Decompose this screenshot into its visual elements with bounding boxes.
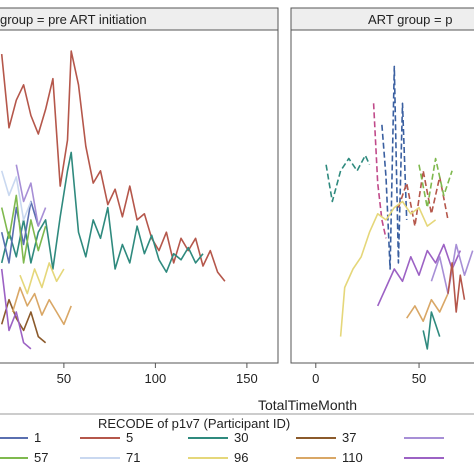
legend: RECODE of p1v7 (Participant ID) 1 5 30 37 57… xyxy=(0,413,474,465)
series-line-art-9 xyxy=(422,311,441,350)
panel-pre-art: group = pre ART initiation 50 100 150 xyxy=(0,7,279,386)
legend-label-1-2: 96 xyxy=(234,450,248,465)
legend-entries: 1 5 30 37 57 71 96 110 xyxy=(0,430,444,465)
panel-art: ART group = p 0 50 xyxy=(290,7,474,386)
legend-label-0-0: 1 xyxy=(34,430,41,445)
series-line-art-7 xyxy=(406,293,449,322)
panel-pre-art-series xyxy=(0,50,226,350)
x-axis-label: TotalTimeMonth xyxy=(258,397,357,413)
series-line-art-0 xyxy=(325,154,371,203)
panel-art-x-ticks: 0 50 xyxy=(312,363,426,386)
panel-art-title: ART group = p xyxy=(368,12,452,27)
legend-label-0-2: 30 xyxy=(234,430,248,445)
series-line-pre-art-4 xyxy=(0,170,32,221)
panel-art-plot-area xyxy=(290,29,474,364)
x-tick-label-art-1: 50 xyxy=(412,371,426,386)
series-line-pre-art-6 xyxy=(11,286,72,326)
series-line-art-10 xyxy=(447,262,466,313)
series-line-art-5 xyxy=(339,200,437,337)
legend-label-1-1: 71 xyxy=(126,450,140,465)
series-line-pre-art-8 xyxy=(0,268,32,350)
series-line-art-6 xyxy=(376,243,462,307)
x-tick-label-art-0: 0 xyxy=(312,371,319,386)
x-tick-label-pre-art-0: 50 xyxy=(57,371,71,386)
panel-pre-art-title: group = pre ART initiation xyxy=(0,12,147,27)
legend-label-0-1: 5 xyxy=(126,430,133,445)
legend-label-1-3: 110 xyxy=(342,450,363,465)
series-line-art-4 xyxy=(418,157,453,209)
series-line-art-1 xyxy=(381,65,408,270)
legend-title: RECODE of p1v7 (Participant ID) xyxy=(98,416,290,431)
x-tick-label-pre-art-1: 100 xyxy=(145,371,167,386)
x-tick-label-pre-art-2: 150 xyxy=(236,371,258,386)
series-line-pre-art-3 xyxy=(0,194,47,264)
panel-art-series xyxy=(325,65,474,350)
legend-label-1-0: 57 xyxy=(34,450,48,465)
series-line-art-2 xyxy=(372,103,387,239)
panel-pre-art-x-ticks: 50 100 150 xyxy=(57,363,258,386)
series-line-pre-art-5 xyxy=(0,298,47,344)
series-line-pre-art-9 xyxy=(19,262,65,295)
legend-label-0-3: 37 xyxy=(342,430,356,445)
series-line-pre-art-7 xyxy=(15,164,47,227)
